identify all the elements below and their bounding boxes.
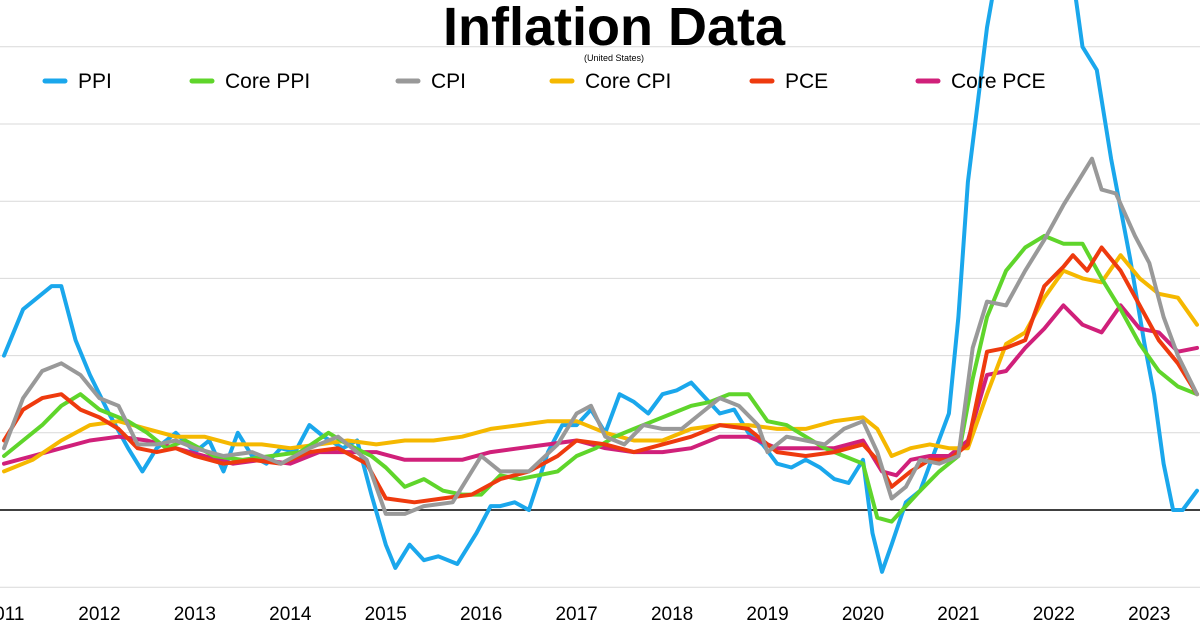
x-tick-label: 2023 xyxy=(1128,604,1170,624)
x-tick-label: 2015 xyxy=(365,604,407,624)
x-tick-label: 2013 xyxy=(174,604,216,624)
legend-label-pce: PCE xyxy=(785,70,828,93)
x-tick-label: 2017 xyxy=(555,604,597,624)
chart-subtitle: (United States) xyxy=(584,53,644,63)
legend-label-core-ppi: Core PPI xyxy=(225,70,310,93)
legend: PPI Core PPI CPI Core CPI PCE Core PCE xyxy=(42,70,1046,93)
legend-label-cpi: CPI xyxy=(431,70,466,93)
legend-label-core-cpi: Core CPI xyxy=(585,70,671,93)
series-line-pce xyxy=(2,245,1199,505)
x-tick-label: 2011 xyxy=(0,604,24,624)
series-line-cpi xyxy=(2,156,1199,516)
gridlines xyxy=(0,46,1200,588)
series-layer xyxy=(2,0,1199,574)
x-tick-label: 2021 xyxy=(937,604,979,624)
x-axis-ticks: 2011 2012 2013 2014 2015 2016 2017 2018 2019 2020… xyxy=(0,604,1170,624)
x-tick-label: 2012 xyxy=(78,604,120,624)
x-tick-label: 2020 xyxy=(842,604,884,624)
x-tick-label: 2016 xyxy=(460,604,502,624)
x-tick-label: 2014 xyxy=(269,604,312,624)
x-tick-label: 2018 xyxy=(651,604,693,624)
chart-title: Inflation Data xyxy=(443,0,786,57)
legend-label-ppi: PPI xyxy=(78,70,112,93)
series-line-core-cpi xyxy=(2,253,1199,474)
x-tick-label: 2019 xyxy=(746,604,788,624)
x-tick-label: 2022 xyxy=(1033,604,1075,624)
legend-label-core-pce: Core PCE xyxy=(951,70,1046,93)
